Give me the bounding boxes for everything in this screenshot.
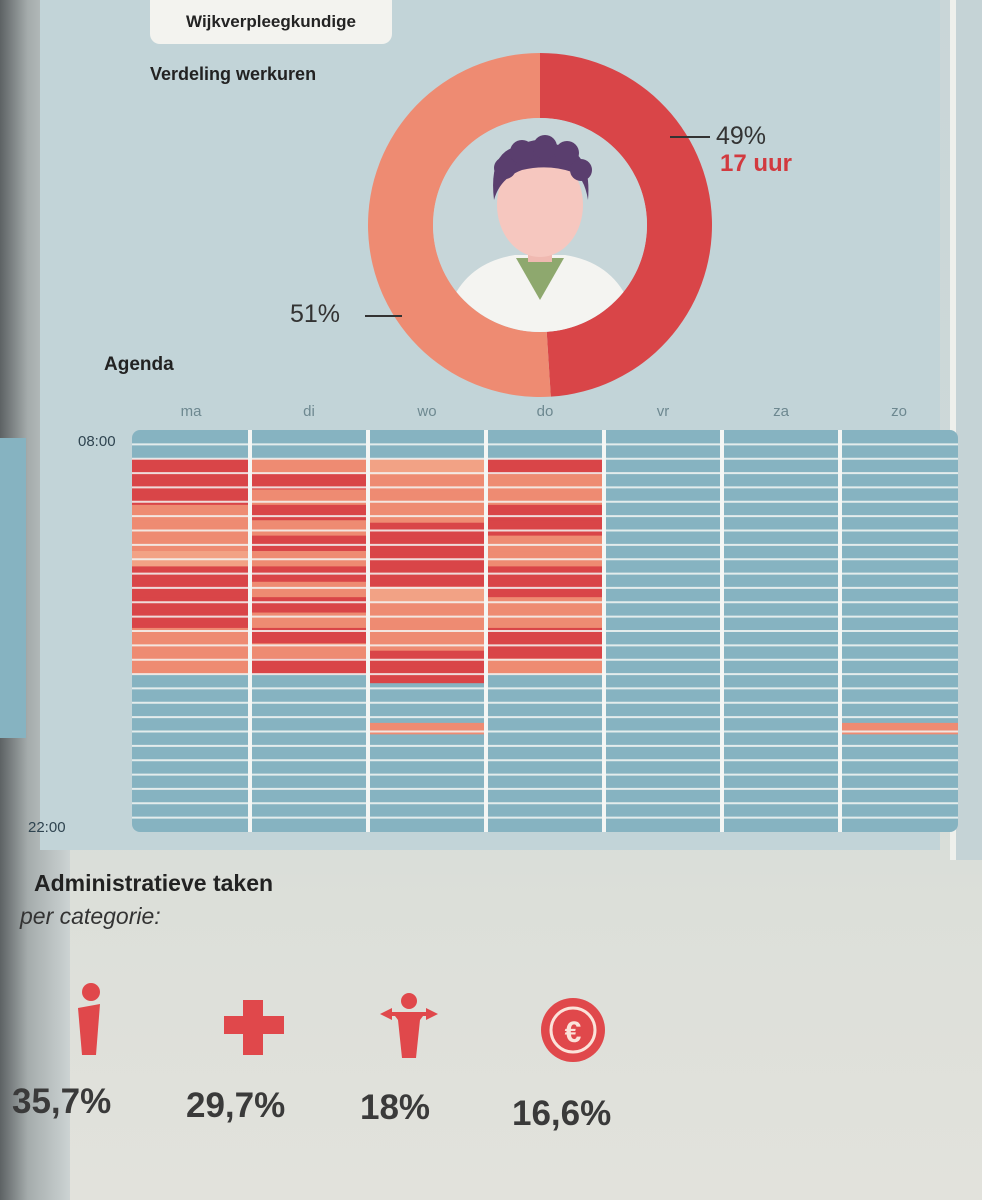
agenda-group: ma di wo do vr za zo 08:00 22:00 bbox=[28, 403, 958, 836]
donut-slice-49 bbox=[540, 53, 712, 397]
busy-block-di bbox=[250, 520, 368, 537]
donut-title: Verdeling werkuren bbox=[150, 64, 317, 84]
donut-group bbox=[367, 53, 712, 398]
day-label-wo: wo bbox=[416, 403, 436, 420]
admin-pct-euro: 16,6% bbox=[512, 1094, 612, 1133]
busy-block-do bbox=[486, 597, 604, 614]
scrub-top bbox=[516, 258, 564, 300]
busy-block-ma bbox=[132, 643, 250, 660]
extra-block-wo bbox=[368, 722, 486, 735]
busy-block-di bbox=[250, 458, 368, 475]
busy-block-do bbox=[486, 458, 604, 475]
busy-block-do bbox=[486, 658, 604, 675]
busy-block-ma bbox=[132, 535, 250, 552]
busy-block-wo bbox=[368, 490, 486, 508]
section-tag: Wijkverpleegkundige bbox=[150, 0, 392, 44]
time-label-start: 08:00 bbox=[78, 433, 116, 450]
day-label-za: za bbox=[773, 403, 790, 420]
donut-slice-51 bbox=[367, 53, 551, 398]
time-label-end: 22:00 bbox=[28, 819, 66, 836]
busy-block-do bbox=[486, 474, 604, 490]
busy-block-wo bbox=[368, 634, 486, 652]
day-label-di: di bbox=[303, 403, 315, 420]
section-tag-label: Wijkverpleegkundige bbox=[186, 12, 356, 31]
left-partial-grid bbox=[0, 438, 26, 738]
busy-block-ma bbox=[132, 581, 250, 598]
busy-block-ma bbox=[132, 520, 250, 537]
busy-block-wo bbox=[368, 458, 486, 476]
busy-block-wo bbox=[368, 570, 486, 588]
busy-block-wo bbox=[368, 538, 486, 556]
face bbox=[497, 153, 583, 257]
person-arrows-icon bbox=[380, 993, 438, 1058]
busy-block-di bbox=[250, 658, 368, 675]
busy-block-do bbox=[486, 535, 604, 552]
admin-subtitle: per categorie: bbox=[20, 903, 161, 929]
day-label-do: do bbox=[537, 403, 554, 420]
medical-cross-icon bbox=[224, 1000, 284, 1055]
day-label-vr: vr bbox=[657, 403, 670, 420]
busy-block-wo bbox=[368, 506, 486, 524]
busy-block-di bbox=[250, 474, 368, 490]
busy-block-di bbox=[250, 535, 368, 552]
busy-block-wo bbox=[368, 586, 486, 604]
day-label-ma: ma bbox=[181, 403, 202, 420]
admin-pct-medical: 29,7% bbox=[186, 1086, 286, 1125]
agenda-title: Agenda bbox=[104, 354, 174, 375]
donut-label-hours: 17 uur bbox=[720, 150, 793, 177]
nurse-avatar bbox=[433, 118, 647, 332]
busy-block-di bbox=[250, 643, 368, 660]
busy-block-di bbox=[250, 597, 368, 614]
admin-title: Administratieve taken bbox=[34, 870, 274, 896]
admin-pct-info: 35,7% bbox=[12, 1082, 112, 1121]
busy-block-ma bbox=[132, 458, 250, 475]
svg-text:€: € bbox=[565, 1016, 582, 1049]
extra-block-zo bbox=[840, 722, 958, 735]
busy-block-do bbox=[486, 643, 604, 660]
busy-block-do bbox=[486, 520, 604, 537]
euro-coin-icon: € bbox=[541, 998, 605, 1062]
busy-block-di bbox=[250, 581, 368, 598]
busy-block-ma bbox=[132, 597, 250, 614]
admin-pct-person: 18% bbox=[360, 1088, 431, 1127]
day-label-zo: zo bbox=[891, 403, 907, 420]
busy-block-ma bbox=[132, 658, 250, 675]
busy-block-wo bbox=[368, 602, 486, 620]
busy-block-do bbox=[486, 581, 604, 598]
donut-label-51: 51% bbox=[290, 300, 341, 328]
busy-block-ma bbox=[132, 474, 250, 490]
info-icon bbox=[78, 983, 100, 1055]
donut-label-49: 49% bbox=[716, 122, 767, 150]
